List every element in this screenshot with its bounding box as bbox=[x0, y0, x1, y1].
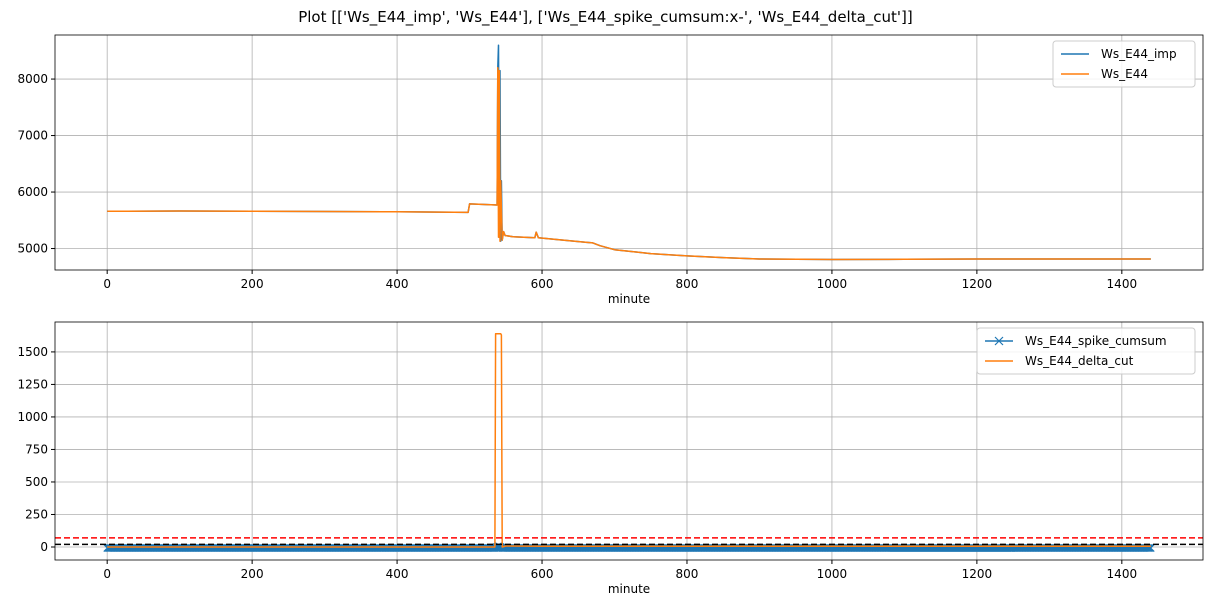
legend-box bbox=[1052, 40, 1196, 88]
subplot-1: 0 200 400 600 800 1000 1200 1400 5000 6000 7000 800… bbox=[17, 34, 1204, 306]
legend-marker-x-icon bbox=[994, 336, 1004, 346]
y-tick-label: 8000 bbox=[17, 72, 48, 86]
figure-title: Plot [['Ws_E44_imp', 'Ws_E44'], ['Ws_E44… bbox=[298, 8, 913, 26]
series-line-Ws_E44 bbox=[107, 67, 1151, 261]
legend-label: Ws_E44_delta_cut bbox=[1025, 354, 1134, 368]
y-tick-label: 1250 bbox=[17, 377, 48, 391]
y-tick-label: 250 bbox=[25, 507, 48, 521]
x-tick-label: 1200 bbox=[962, 567, 993, 581]
x-tick-label: 0 bbox=[103, 567, 111, 581]
y-tick-label: 500 bbox=[25, 475, 48, 489]
legend-label: Ws_E44_spike_cumsum bbox=[1025, 334, 1167, 348]
legend-label: Ws_E44 bbox=[1101, 67, 1148, 81]
x-tick-label: 200 bbox=[241, 277, 264, 291]
series-line-Ws_E44_imp bbox=[107, 44, 1151, 261]
plot-area bbox=[107, 44, 1151, 261]
x-tick-label: 200 bbox=[241, 567, 264, 581]
x-axis-label: minute bbox=[608, 292, 650, 306]
series-line-Ws_E44_delta_cut bbox=[107, 332, 1151, 548]
y-tick-label: 1500 bbox=[17, 345, 48, 359]
x-tick-label: 1400 bbox=[1107, 567, 1138, 581]
axes-frame bbox=[54, 321, 1204, 561]
series-line-Ws_E44_spike_cumsum bbox=[107, 545, 1151, 549]
legend-label: Ws_E44_imp bbox=[1101, 47, 1177, 61]
y-tick-label: 7000 bbox=[17, 129, 48, 143]
axes-frame bbox=[54, 34, 1204, 271]
y-tick-label: 750 bbox=[25, 442, 48, 456]
y-tick-label: 1000 bbox=[17, 410, 48, 424]
y-tick-label: 0 bbox=[40, 540, 48, 554]
x-tick-label: 1400 bbox=[1107, 277, 1138, 291]
x-tick-label: 400 bbox=[386, 567, 409, 581]
x-tick-label: 1000 bbox=[817, 277, 848, 291]
x-tick-label: 800 bbox=[676, 277, 699, 291]
x-tick-label: 800 bbox=[676, 567, 699, 581]
plot-area bbox=[55, 332, 1203, 552]
y-tick-label: 5000 bbox=[17, 242, 48, 256]
x-tick-label: 1200 bbox=[962, 277, 993, 291]
x-tick-label: 600 bbox=[531, 277, 554, 291]
x-tick-label: 400 bbox=[386, 277, 409, 291]
subplot-2: 0 200 400 600 800 1000 1200 1400 0 250 500 750 1000 1… bbox=[17, 321, 1204, 596]
x-axis-label: minute bbox=[608, 582, 650, 596]
x-tick-label: 600 bbox=[531, 567, 554, 581]
legend: Ws_E44_spike_cumsum Ws_E44_delta_cut bbox=[976, 327, 1196, 375]
x-tick-label: 1000 bbox=[817, 567, 848, 581]
legend-box bbox=[976, 327, 1196, 375]
x-tick-label: 0 bbox=[103, 277, 111, 291]
legend: Ws_E44_imp Ws_E44 bbox=[1052, 40, 1196, 88]
y-tick-label: 6000 bbox=[17, 185, 48, 199]
